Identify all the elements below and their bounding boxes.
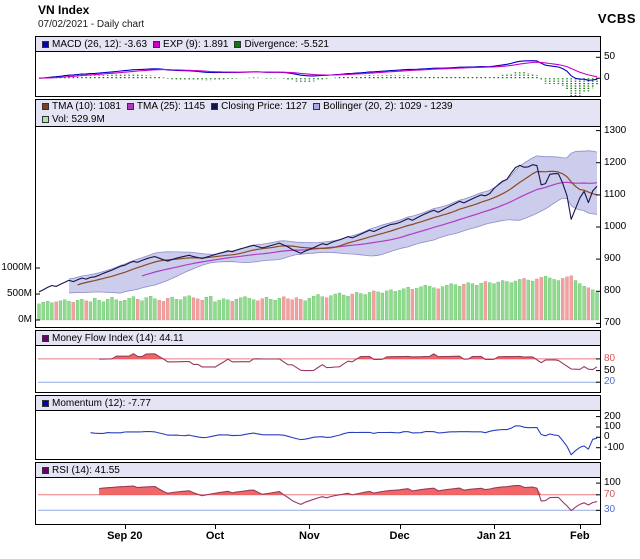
macd-plot[interactable] [36, 52, 600, 96]
y-axis-label: 1300 [604, 124, 627, 136]
chart-date-subtitle: 07/02/2021 - Daily chart [38, 19, 145, 30]
x-axis-label: Jan 21 [476, 530, 512, 542]
rsi-legend: RSI (14): 41.55 [36, 463, 600, 478]
x-axis-tick [309, 525, 311, 529]
x-axis-label: Oct [205, 530, 225, 542]
mfi-legend: Money Flow Index (14): 44.11 [36, 331, 600, 346]
y-axis-label: 700 [604, 317, 621, 329]
divergence-legend-item: Divergence: -5.521 [234, 39, 329, 50]
y-axis-label: 1000 [604, 221, 627, 232]
momentum-color-swatch [42, 399, 49, 407]
y-axis-label: 1100 [604, 188, 626, 200]
divergence-legend-label: Divergence: -5.521 [244, 38, 329, 50]
exp-legend-label: EXP (9): 1.891 [163, 38, 229, 50]
y-axis-label: 900 [604, 253, 621, 265]
x-axis-tick [494, 525, 495, 529]
x-axis-tick [215, 525, 216, 529]
volume-color-swatch [42, 116, 49, 123]
macd-color-swatch [42, 40, 49, 48]
exp-legend-item: EXP (9): 1.891 [153, 39, 228, 50]
bollinger-color-swatch [313, 103, 321, 110]
y-axis-label: 70 [604, 488, 616, 500]
rsi-legend-item: RSI (14): 41.55 [42, 465, 120, 476]
momentum-legend-item: Momentum (12): -7.77 [42, 398, 151, 409]
title-block: VN Index 07/02/2021 - Daily chart [38, 3, 144, 30]
index-title: VN Index [38, 3, 90, 17]
closing-price-legend-item: Closing Price: 1127 [211, 101, 307, 112]
bollinger-legend-item: Bollinger (20, 2): 1029 - 1239 [313, 101, 453, 112]
tma10-legend-label: TMA (10): 1081 [52, 101, 121, 112]
mfi-plot[interactable] [36, 346, 600, 392]
chart-header: VN Index 07/02/2021 - Daily chart VCBS [38, 3, 636, 30]
momentum-panel: Momentum (12): -7.77 [35, 395, 601, 460]
y-axis-label: 50 [604, 51, 616, 63]
y-axis-label: 0 [604, 72, 610, 84]
x-axis-label: Feb [570, 530, 590, 542]
x-axis-tick [124, 525, 126, 529]
price-legend-row2: Vol: 529.9M [36, 113, 600, 127]
y-axis-label: 30 [604, 504, 616, 516]
price-legend-row1: TMA (10): 1081 TMA (25): 1145 Closing Pr… [36, 100, 600, 113]
x-axis-tick [399, 525, 401, 529]
divergence-color-swatch [234, 40, 242, 48]
brand-logo: VCBS [597, 11, 636, 26]
volume-legend-item: Vol: 529.9M [42, 114, 105, 125]
y-axis-label: 1200 [604, 156, 627, 168]
rsi-plot[interactable] [36, 478, 600, 524]
momentum-legend: Momentum (12): -7.77 [36, 396, 600, 411]
y-axis-label: 20 [604, 376, 616, 388]
price-plot[interactable] [36, 127, 600, 327]
y-axis-label: -100 [604, 441, 625, 453]
rsi-legend-label: RSI (14): 41.55 [52, 464, 120, 476]
closing-price-legend-label: Closing Price: 1127 [221, 101, 308, 112]
macd-legend-item: MACD (26, 12): -3.63 [42, 39, 147, 50]
bollinger-legend-label: Bollinger (20, 2): 1029 - 1239 [323, 101, 453, 112]
macd-legend: MACD (26, 12): -3.63 EXP (9): 1.891 Dive… [36, 37, 600, 52]
closing-price-color-swatch [211, 103, 219, 110]
y-axis-label: 80 [604, 352, 616, 364]
tma10-color-swatch [42, 103, 49, 110]
rsi-color-swatch [42, 466, 49, 474]
tma25-legend-item: TMA (25): 1145 [126, 101, 206, 112]
y-axis-label: 800 [604, 285, 621, 297]
y-axis-label: 200 [604, 410, 621, 422]
macd-legend-label: MACD (26, 12): -3.63 [52, 38, 148, 50]
volume-legend-label: Vol: 529.9M [52, 114, 105, 125]
tma25-color-swatch [126, 103, 134, 110]
momentum-legend-label: Momentum (12): -7.77 [52, 397, 151, 409]
mfi-panel: Money Flow Index (14): 44.11 [35, 330, 601, 393]
price-panel: TMA (10): 1081 TMA (25): 1145 Closing Pr… [35, 99, 601, 328]
tma25-legend-label: TMA (25): 1145 [136, 101, 206, 112]
tma10-legend-item: TMA (10): 1081 [42, 101, 121, 112]
y-axis-label: 50 [604, 364, 616, 376]
y-axis-volume-label: 500M [6, 288, 32, 299]
x-axis-label: Dec [389, 530, 410, 542]
macd-panel: MACD (26, 12): -3.63 EXP (9): 1.891 Dive… [35, 36, 601, 97]
rsi-panel: RSI (14): 41.55 [35, 462, 601, 525]
y-axis-label: 100 [604, 477, 621, 489]
mfi-legend-label: Money Flow Index (14): 44.11 [52, 332, 184, 344]
mfi-legend-item: Money Flow Index (14): 44.11 [42, 333, 184, 344]
y-axis-volume-label: 1000M [1, 262, 32, 273]
y-axis-volume-label: 0M [18, 314, 32, 325]
mfi-color-swatch [42, 334, 49, 342]
x-axis-label: Sep 20 [107, 530, 143, 542]
momentum-plot[interactable] [36, 411, 600, 459]
y-axis-label: 100 [604, 420, 621, 432]
x-axis-label: Nov [299, 530, 320, 542]
exp-color-swatch [153, 40, 161, 48]
x-axis-tick [579, 525, 581, 529]
y-axis-label: 0 [604, 431, 610, 443]
